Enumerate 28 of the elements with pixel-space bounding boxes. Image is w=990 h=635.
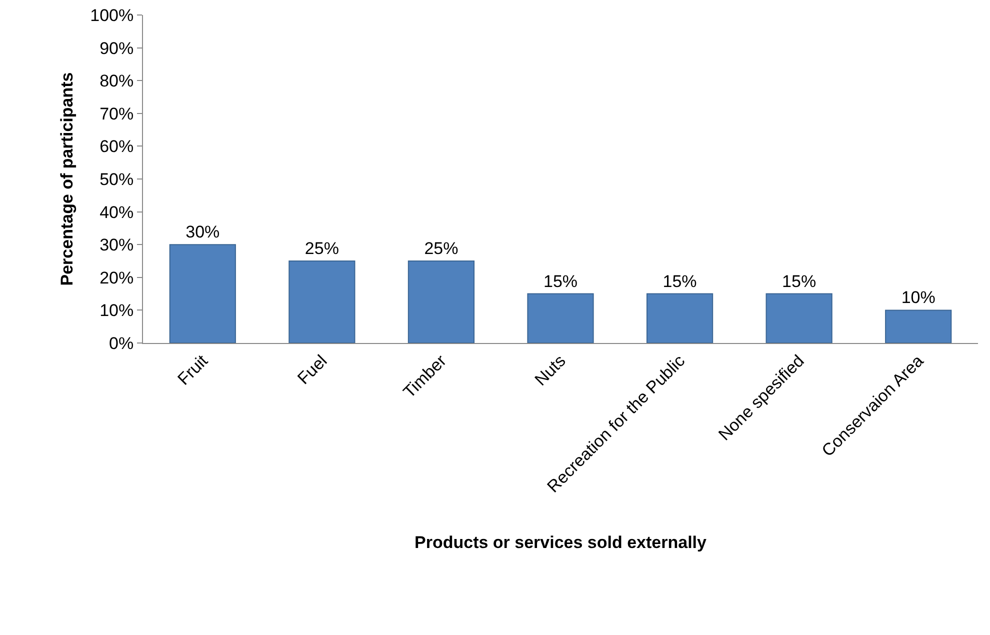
y-tick-label: 80% [100,72,134,91]
y-tick-label: 30% [100,236,134,255]
y-tick-label: 50% [100,170,134,189]
x-tick-label: Nuts [531,351,570,390]
x-axis-title: Products or services sold externally [414,532,708,552]
data-label: 25% [304,239,339,258]
y-tick-label: 60% [100,137,134,156]
bar [288,260,356,343]
y-tick-label: 90% [100,38,134,58]
data-label: 10% [901,288,936,308]
data-label: 30% [186,222,220,242]
data-label: 25% [424,239,458,258]
data-label: 15% [543,272,578,291]
y-axis-title: Percentage of participants [58,72,77,286]
y-tick-label: 70% [100,104,134,124]
bar [766,293,832,343]
bar [408,260,475,343]
bar [169,244,236,343]
y-tick-label: 10% [100,301,134,320]
bar [527,293,594,343]
y-tick-label: 20% [100,268,134,288]
bar [646,293,714,343]
y-tick-label: 100% [90,6,134,25]
data-label: 15% [662,272,697,291]
data-label: 15% [782,272,816,291]
bar [885,310,952,343]
y-tick-label: 0% [109,334,134,353]
y-tick-label: 40% [100,202,134,222]
